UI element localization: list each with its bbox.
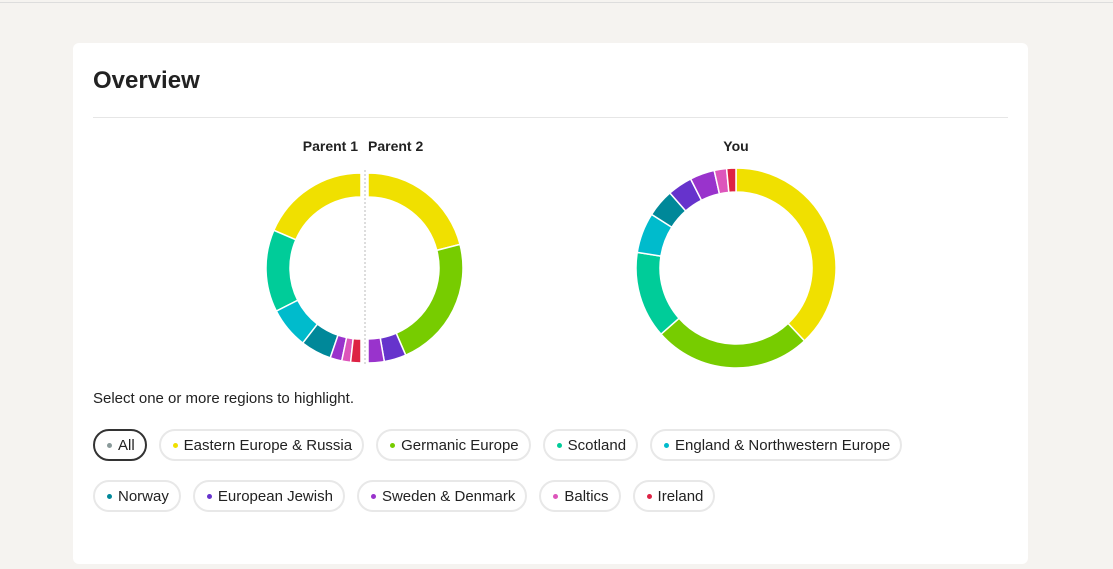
filter-chip[interactable]: Ireland	[632, 480, 716, 512]
donut-segment	[367, 172, 461, 252]
donut-segment	[265, 229, 299, 313]
chip-dot	[553, 493, 559, 499]
donut-segment	[349, 337, 362, 364]
chip-dot	[390, 442, 396, 448]
filter-chip[interactable]: European Jewish	[192, 480, 345, 512]
filter-chip[interactable]: Norway	[93, 480, 181, 512]
divider	[93, 117, 1008, 118]
chip-dot	[172, 442, 178, 448]
chip-dot	[206, 493, 212, 499]
chip-dot	[107, 442, 112, 448]
filter-chip[interactable]: Sweden & Denmark	[356, 480, 528, 512]
chip-label: Norway	[118, 487, 169, 505]
chip-dot	[664, 442, 670, 448]
donut-segment	[395, 243, 464, 357]
chart-title: Parent 2	[368, 138, 423, 154]
chip-dot	[370, 493, 376, 499]
chart-title: You	[723, 138, 748, 154]
donut-segment	[367, 337, 386, 364]
top-border	[0, 2, 1113, 3]
chip-dot	[556, 442, 562, 448]
filter-chips: All Eastern Europe & Russia Germanic Europ…	[93, 429, 993, 512]
chip-label: Scotland	[567, 436, 627, 454]
overview-card: Overview Parent 1 Parent 2 You Select one …	[73, 43, 1028, 564]
donut-segment	[735, 167, 837, 342]
donut-segment	[725, 167, 737, 194]
chip-label: England & Northwestern Europe	[675, 436, 891, 454]
filter-chip[interactable]: All	[93, 429, 147, 461]
chip-label: All	[118, 436, 135, 454]
chip-label: Eastern Europe & Russia	[183, 436, 353, 454]
chip-label: Baltics	[564, 487, 609, 505]
filter-chip[interactable]: Germanic Europe	[376, 429, 531, 461]
chip-dot	[107, 493, 112, 499]
donut-segment	[659, 317, 806, 369]
filter-chip[interactable]: Eastern Europe & Russia	[158, 429, 365, 461]
prompt: Select one or more regions to highlight.	[93, 390, 354, 407]
card-title: Overview	[93, 67, 200, 94]
chip-label: Germanic Europe	[401, 436, 519, 454]
chip-label: European Jewish	[217, 487, 333, 505]
chart-title: Parent 1	[303, 138, 358, 154]
chip-label: Sweden & Denmark	[381, 487, 516, 505]
donut-charts: Parent 1 Parent 2 You	[265, 138, 837, 369]
donut-segment	[635, 251, 681, 336]
chip-dot	[646, 493, 652, 499]
filter-chip[interactable]: England & Northwestern Europe	[650, 429, 903, 461]
chip-label: Ireland	[657, 487, 704, 505]
donut-segment	[272, 172, 362, 241]
filter-chip[interactable]: Baltics	[539, 480, 621, 512]
filter-chip[interactable]: Scotland	[542, 429, 639, 461]
